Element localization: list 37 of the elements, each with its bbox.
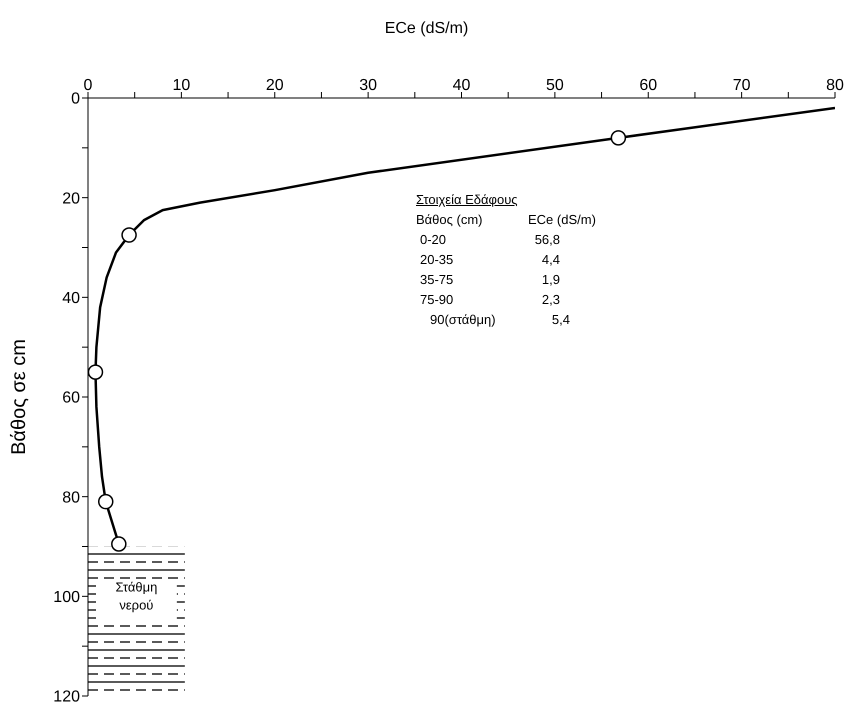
annotation: Βάθος (cm) [416, 211, 484, 229]
y-tick-label: 120 [53, 688, 80, 706]
x-tick-label: 10 [172, 77, 190, 94]
annotation: 4,4 [540, 251, 560, 269]
annotation: 56,8 [534, 231, 560, 249]
annotation: 2,3 [540, 291, 560, 309]
point [610, 130, 626, 146]
annotation: Στοιχεία Εδάφους [416, 191, 519, 209]
y-tick-label: 60 [62, 390, 80, 407]
y-tick-label: 100 [53, 589, 80, 606]
x-tick-label: 30 [359, 77, 378, 94]
y-tick-label: 80 [62, 489, 80, 506]
point [98, 494, 114, 510]
x-tick-label: 50 [546, 77, 564, 94]
annotation: 75-90 [419, 291, 454, 309]
annotation: 0-20 [419, 231, 448, 249]
y-tick-label: 0 [71, 90, 80, 108]
x-tick-label: 70 [732, 77, 751, 94]
x-tick-label: 80 [826, 77, 844, 94]
y-tick-label: 40 [62, 290, 80, 308]
annotation: 1,9 [540, 271, 560, 289]
x-tick-label: 40 [452, 77, 470, 94]
x-tick-label: 0 [84, 77, 93, 94]
point [111, 536, 127, 552]
y-tick-label: 20 [62, 190, 80, 208]
x-tick-label: 60 [639, 77, 658, 94]
point [88, 364, 104, 380]
y-axis-title: Βάθος σε cm [8, 339, 30, 455]
point [121, 227, 137, 243]
annotation: 5,4 [550, 311, 570, 329]
x-axis-title: ECe (dS/m) [384, 20, 470, 38]
annotation: ECe (dS/m) [528, 211, 596, 229]
annotation: 90(στάθμη) [429, 311, 497, 329]
x-tick-label: 20 [266, 77, 284, 94]
band-label: Στάθμη νερού [116, 579, 158, 612]
annotation: 35-75 [419, 271, 454, 289]
annotation: 20-35 [419, 251, 454, 269]
